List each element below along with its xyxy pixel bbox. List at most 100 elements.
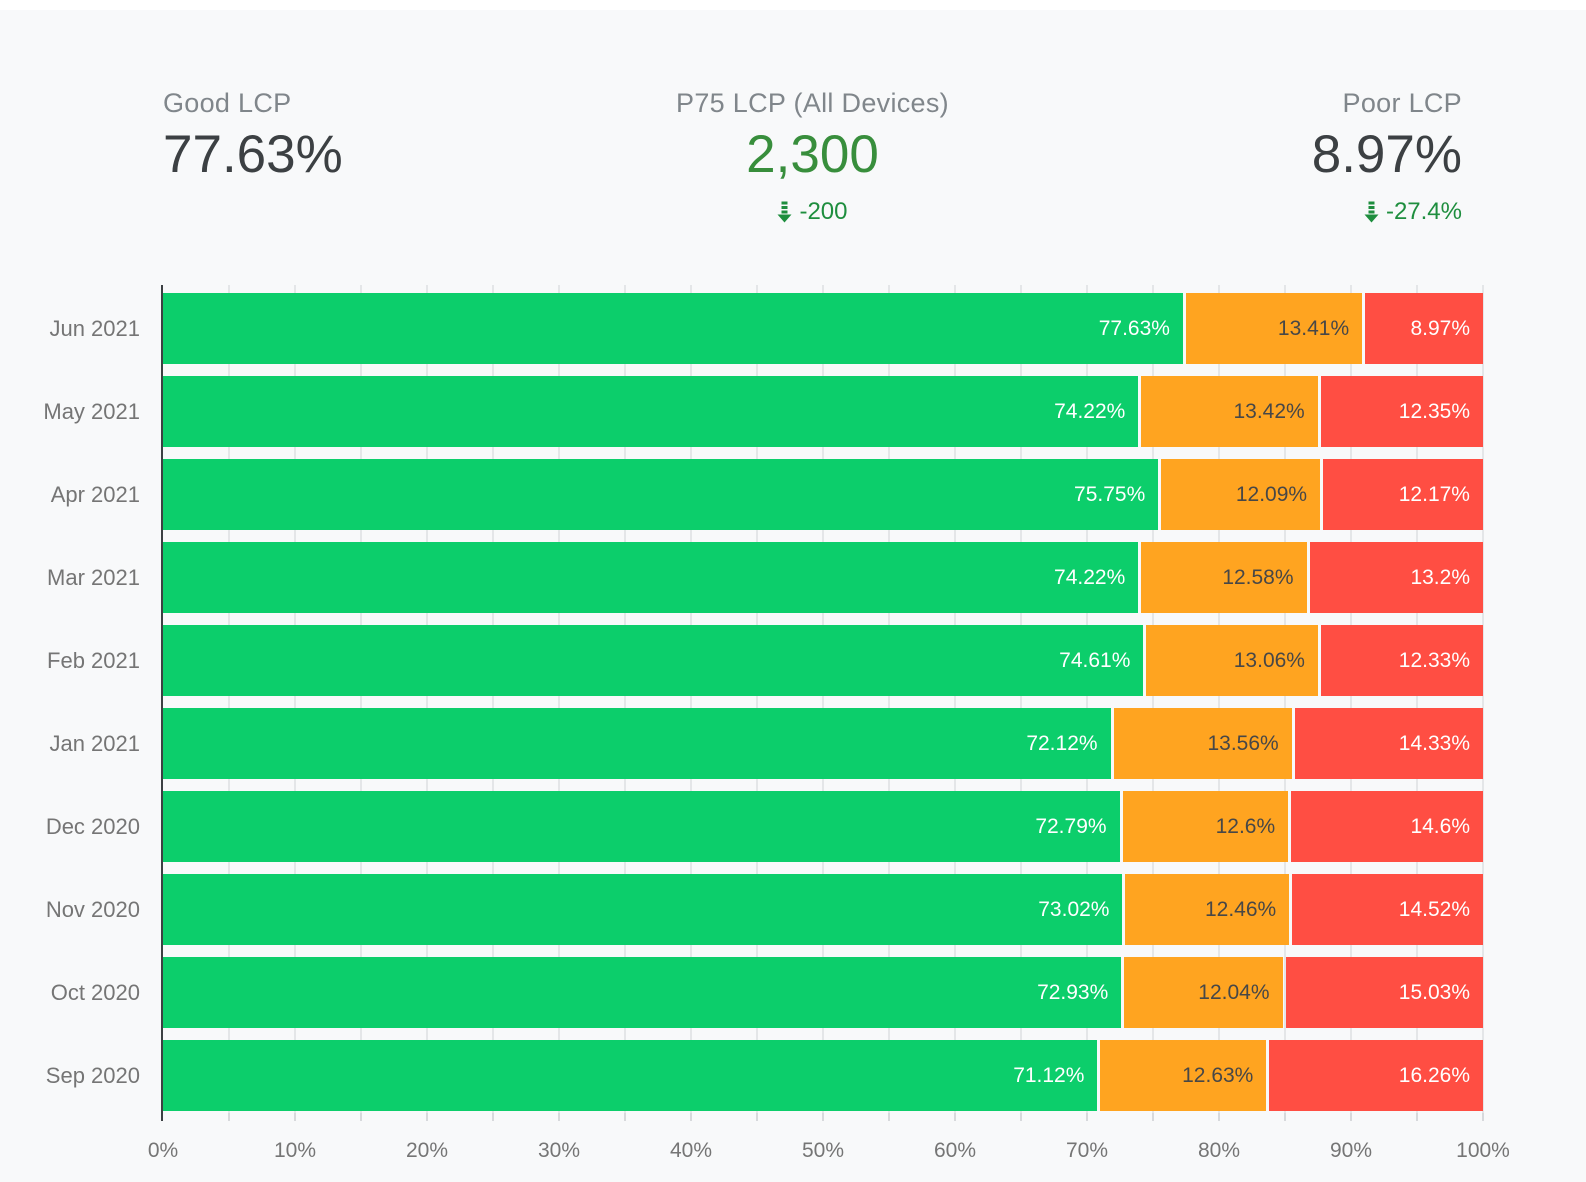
bar-segment-good[interactable]: 72.12%	[163, 708, 1111, 779]
bar-segment-label: 12.63%	[1182, 1063, 1254, 1087]
gridline	[624, 285, 626, 1113]
bar-segment-poor[interactable]: 16.26%	[1269, 1040, 1483, 1111]
x-axis-label: 50%	[801, 1139, 845, 1162]
bar-segment-good[interactable]: 73.02%	[163, 874, 1123, 945]
gridline	[558, 285, 560, 1113]
x-axis-label: 20%	[405, 1139, 449, 1162]
bar-row: 72.79% 12.6% 14.6%	[163, 791, 1483, 862]
bar-segment-needs-improvement[interactable]: 12.6%	[1122, 791, 1289, 862]
bar-row: 75.75% 12.09% 12.17%	[163, 459, 1483, 530]
scorecard-label: Poor LCP	[1342, 88, 1462, 118]
axis-tick	[1086, 1113, 1088, 1121]
x-axis-label: 10%	[273, 1139, 317, 1162]
bar-segment-label: 72.12%	[1026, 731, 1098, 755]
bar-row: 77.63% 13.41% 8.97%	[163, 293, 1483, 364]
gridline	[756, 285, 758, 1113]
bar-segment-good[interactable]: 74.22%	[163, 376, 1139, 447]
axis-tick	[360, 1113, 362, 1121]
lcp-stacked-bar-chart: 77.63% 13.41% 8.97% 74.22% 13.42% 12.35% 75.75…	[0, 285, 1586, 1162]
bar-segment-good[interactable]: 74.22%	[163, 542, 1139, 613]
axis-tick	[1218, 1113, 1220, 1121]
axis-tick	[822, 1113, 824, 1121]
category-label: May 2021	[43, 399, 140, 424]
bar-segment-poor[interactable]: 8.97%	[1365, 293, 1483, 364]
axis-tick	[756, 1113, 758, 1121]
bar-segment-poor[interactable]: 14.6%	[1291, 791, 1483, 862]
bar-segment-label: 74.22%	[1054, 399, 1126, 423]
bar-segment-poor[interactable]: 14.52%	[1292, 874, 1483, 945]
gridline	[1284, 285, 1286, 1113]
bar-segment-good[interactable]: 75.75%	[163, 459, 1159, 530]
bar-segment-poor[interactable]: 14.33%	[1294, 708, 1483, 779]
bar-segment-poor[interactable]: 15.03%	[1285, 957, 1483, 1028]
bar-segment-label: 77.63%	[1098, 316, 1170, 340]
axis-tick	[624, 1113, 626, 1121]
bar-segment-good[interactable]: 72.79%	[163, 791, 1120, 862]
category-label: Jun 2021	[49, 316, 140, 341]
header-divider	[0, 0, 1586, 10]
bar-segment-good[interactable]: 77.63%	[163, 293, 1183, 364]
bar-segment-good[interactable]: 71.12%	[163, 1040, 1098, 1111]
scorecard-row: Good LCP 77.63% P75 LCP (All Devices) 2,…	[163, 88, 1462, 225]
bar-segment-label: 12.09%	[1235, 482, 1308, 506]
axis-tick	[558, 1113, 560, 1121]
plot-area: 77.63% 13.41% 8.97% 74.22% 13.42% 12.35% 75.75…	[163, 285, 1484, 1113]
bar-segment-needs-improvement[interactable]: 12.58%	[1141, 542, 1307, 613]
scorecard-p75-lcp: P75 LCP (All Devices) 2,300 -200	[596, 88, 1029, 225]
bar-row: 71.12% 12.63% 16.26%	[163, 1040, 1483, 1111]
axis-tick	[228, 1113, 230, 1121]
bar-segment-label: 75.75%	[1074, 482, 1146, 506]
scorecard-value: 77.63%	[163, 125, 343, 184]
category-label: Nov 2020	[45, 897, 140, 922]
bar-segment-label: 14.6%	[1410, 814, 1470, 838]
x-axis-label: 40%	[669, 1139, 713, 1162]
bar-segment-label: 12.33%	[1398, 648, 1470, 672]
bar-row: 74.22% 12.58% 13.2%	[163, 542, 1483, 613]
bar-row: 73.02% 12.46% 14.52%	[163, 874, 1483, 945]
gridline	[1350, 285, 1352, 1113]
x-axis-label: 70%	[1065, 1139, 1109, 1162]
bar-segment-label: 71.12%	[1013, 1063, 1085, 1087]
x-axis-label: 80%	[1197, 1139, 1241, 1162]
down-arrow-icon	[777, 201, 792, 223]
bar-segment-good[interactable]: 72.93%	[163, 957, 1122, 1028]
bar-segment-good[interactable]: 74.61%	[163, 625, 1144, 696]
bar-segment-needs-improvement[interactable]: 13.42%	[1141, 376, 1318, 447]
axis-tick	[1020, 1113, 1022, 1121]
bar-segment-label: 14.33%	[1398, 731, 1470, 755]
category-label: Apr 2021	[50, 482, 140, 507]
bar-segment-needs-improvement[interactable]: 13.56%	[1113, 708, 1292, 779]
bar-segment-label: 12.58%	[1222, 565, 1294, 589]
bar-segment-poor[interactable]: 12.35%	[1320, 376, 1483, 447]
gridline	[492, 285, 494, 1113]
change-indicator: -200	[777, 198, 848, 225]
bar-segment-label: 74.22%	[1054, 565, 1126, 589]
bar-segment-needs-improvement[interactable]: 13.06%	[1146, 625, 1318, 696]
bar-segment-needs-improvement[interactable]: 13.41%	[1185, 293, 1363, 364]
scorecard-good-lcp: Good LCP 77.63%	[163, 88, 596, 225]
bar-segment-label: 74.61%	[1059, 648, 1131, 672]
change-indicator: -27.4%	[1364, 199, 1462, 225]
bar-segment-needs-improvement[interactable]: 12.04%	[1124, 957, 1283, 1028]
scorecard-value: 8.97%	[1311, 125, 1462, 184]
bar-segment-label: 12.17%	[1398, 482, 1470, 506]
bar-segment-label: 16.26%	[1398, 1063, 1470, 1087]
change-value: -200	[799, 198, 848, 225]
bar-segment-poor[interactable]: 13.2%	[1309, 542, 1483, 613]
bar-row: 74.61% 13.06% 12.33%	[163, 625, 1483, 696]
bar-segment-label: 12.6%	[1215, 814, 1276, 838]
bar-segment-label: 72.79%	[1035, 814, 1107, 838]
bar-segment-label: 12.46%	[1204, 897, 1277, 921]
bar-segment-poor[interactable]: 12.17%	[1323, 459, 1483, 530]
axis-tick	[1416, 1113, 1418, 1121]
gridline	[294, 285, 296, 1113]
category-label: Jan 2021	[49, 731, 140, 756]
axis-tick	[954, 1113, 956, 1121]
bar-segment-needs-improvement[interactable]: 12.63%	[1100, 1040, 1267, 1111]
bar-segment-poor[interactable]: 12.33%	[1320, 625, 1483, 696]
bar-segment-label: 15.03%	[1398, 980, 1470, 1004]
bar-segment-label: 12.35%	[1398, 399, 1470, 423]
category-label: Oct 2020	[50, 980, 140, 1005]
bar-segment-needs-improvement[interactable]: 12.09%	[1161, 459, 1321, 530]
bar-segment-needs-improvement[interactable]: 12.46%	[1125, 874, 1290, 945]
